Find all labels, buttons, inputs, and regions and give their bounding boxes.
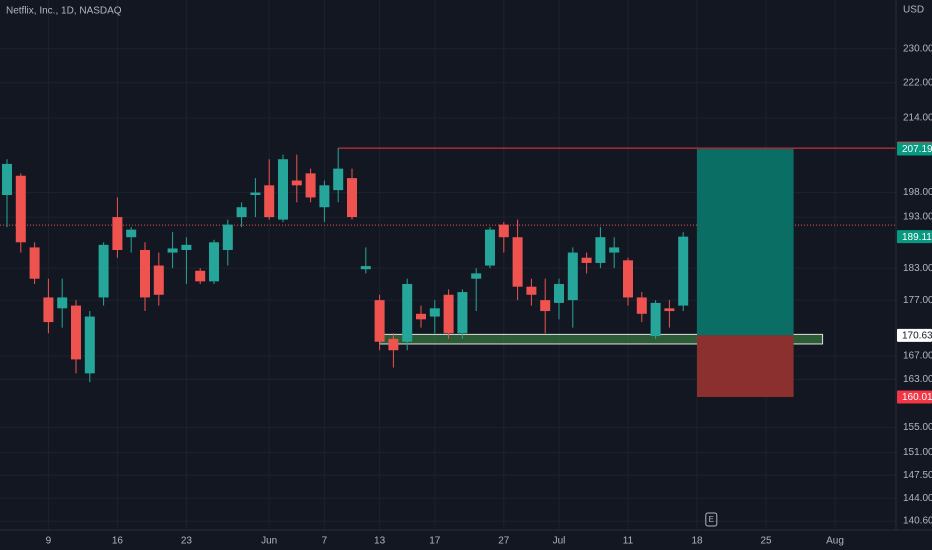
candle-body <box>664 308 675 312</box>
y-tick-label: 151.00 <box>903 447 932 458</box>
candle-body <box>305 173 316 198</box>
y-tick-label: 177.00 <box>903 295 932 306</box>
candle-body <box>650 302 661 337</box>
axes: 230.00 222.00 214.00 198.00 193.00 183.00 177.… <box>46 43 932 547</box>
price-tag <box>897 328 932 342</box>
plot <box>0 147 896 397</box>
candle-body <box>15 175 26 243</box>
x-tick-label: 13 <box>374 536 386 547</box>
x-tick-label: 16 <box>112 536 124 547</box>
x-tick-label: 23 <box>181 536 193 547</box>
y-tick-label: 140.60 <box>903 516 932 527</box>
price-tag-label: 189.11 <box>902 232 932 243</box>
candle-body <box>388 338 399 351</box>
y-tick-label: 183.00 <box>903 263 932 274</box>
candle-body <box>457 292 468 334</box>
candle-body <box>153 265 164 295</box>
x-tick-label: 25 <box>760 536 772 547</box>
loss-zone <box>697 335 794 397</box>
candle-body <box>485 229 495 266</box>
y-tick-label: 155.00 <box>903 422 932 433</box>
candle-body <box>554 284 564 303</box>
chart-title: Netflix, Inc., 1D, NASDAQ <box>6 6 122 17</box>
x-tick-label: 7 <box>322 536 328 547</box>
candle-body <box>402 284 413 342</box>
candle-body <box>595 237 606 263</box>
x-tick-label: Aug <box>826 536 844 547</box>
x-tick-label: 11 <box>623 536 634 547</box>
candle-body <box>567 252 578 301</box>
candle-body <box>278 159 288 220</box>
candle-body <box>319 185 330 208</box>
candle-body <box>264 185 275 218</box>
candle-body <box>112 217 123 250</box>
x-tick-label: Jun <box>261 536 277 547</box>
candle-body <box>512 237 523 287</box>
candle-body <box>609 247 620 253</box>
candle-body <box>636 297 647 314</box>
candle-body <box>678 236 689 306</box>
candle-body <box>416 313 426 320</box>
x-tick-label: 27 <box>498 536 510 547</box>
x-tick-label: 18 <box>691 536 703 547</box>
y-tick-label: 230.00 <box>903 43 932 54</box>
y-tick-label: 147.50 <box>903 470 932 481</box>
candle-body <box>43 297 54 323</box>
y-tick-label: 163.00 <box>903 374 932 385</box>
candle-body <box>29 247 40 279</box>
candle-body <box>291 180 302 186</box>
candle-body <box>209 242 219 282</box>
candle-body <box>360 266 371 270</box>
price-tag-label: 207.19 <box>902 144 932 155</box>
candle-body <box>236 207 247 218</box>
price-tag <box>897 142 932 156</box>
candle-body <box>471 273 482 279</box>
y-tick-label: 222.00 <box>903 77 932 88</box>
earnings-marker <box>705 512 718 527</box>
candle-body <box>2 163 12 195</box>
candle-body <box>98 244 109 298</box>
price-tag <box>897 230 932 244</box>
x-tick-label: 17 <box>429 536 441 547</box>
candle-body <box>167 248 178 253</box>
candle-body <box>250 192 261 195</box>
candle-body <box>181 244 192 250</box>
x-tick-label: Jul <box>553 536 566 547</box>
candle-body <box>540 300 551 312</box>
y-tick-label: 144.00 <box>903 493 932 504</box>
candle-body <box>623 260 633 298</box>
candle-body <box>140 249 150 298</box>
y-tick-label: 214.00 <box>903 113 932 124</box>
candle-body <box>429 308 440 317</box>
candle-body <box>498 224 509 238</box>
x-tick-label: 9 <box>46 536 52 547</box>
y-tick-label: 167.00 <box>903 351 932 362</box>
price-tag <box>897 390 932 404</box>
price-tag-label: 160.01 <box>902 392 932 403</box>
candle-body <box>195 270 206 282</box>
candle-body <box>526 286 537 295</box>
candle-body <box>374 300 385 342</box>
candle-body <box>347 178 357 218</box>
grid <box>0 0 896 530</box>
candle-body <box>126 229 137 238</box>
candle-body <box>333 168 344 191</box>
price-tag-label: 170.63 <box>902 330 932 341</box>
candle-body <box>581 257 592 263</box>
y-tick-label: 193.00 <box>903 212 932 223</box>
currency-label: USD <box>903 5 924 16</box>
candle-body <box>222 224 233 250</box>
profit-zone <box>697 149 794 336</box>
candle-body <box>84 316 95 374</box>
candle-body <box>57 297 68 309</box>
y-tick-label: 198.00 <box>903 187 932 198</box>
earnings-label: E <box>709 515 714 524</box>
candle-body <box>443 294 454 334</box>
candle-body <box>71 305 81 360</box>
